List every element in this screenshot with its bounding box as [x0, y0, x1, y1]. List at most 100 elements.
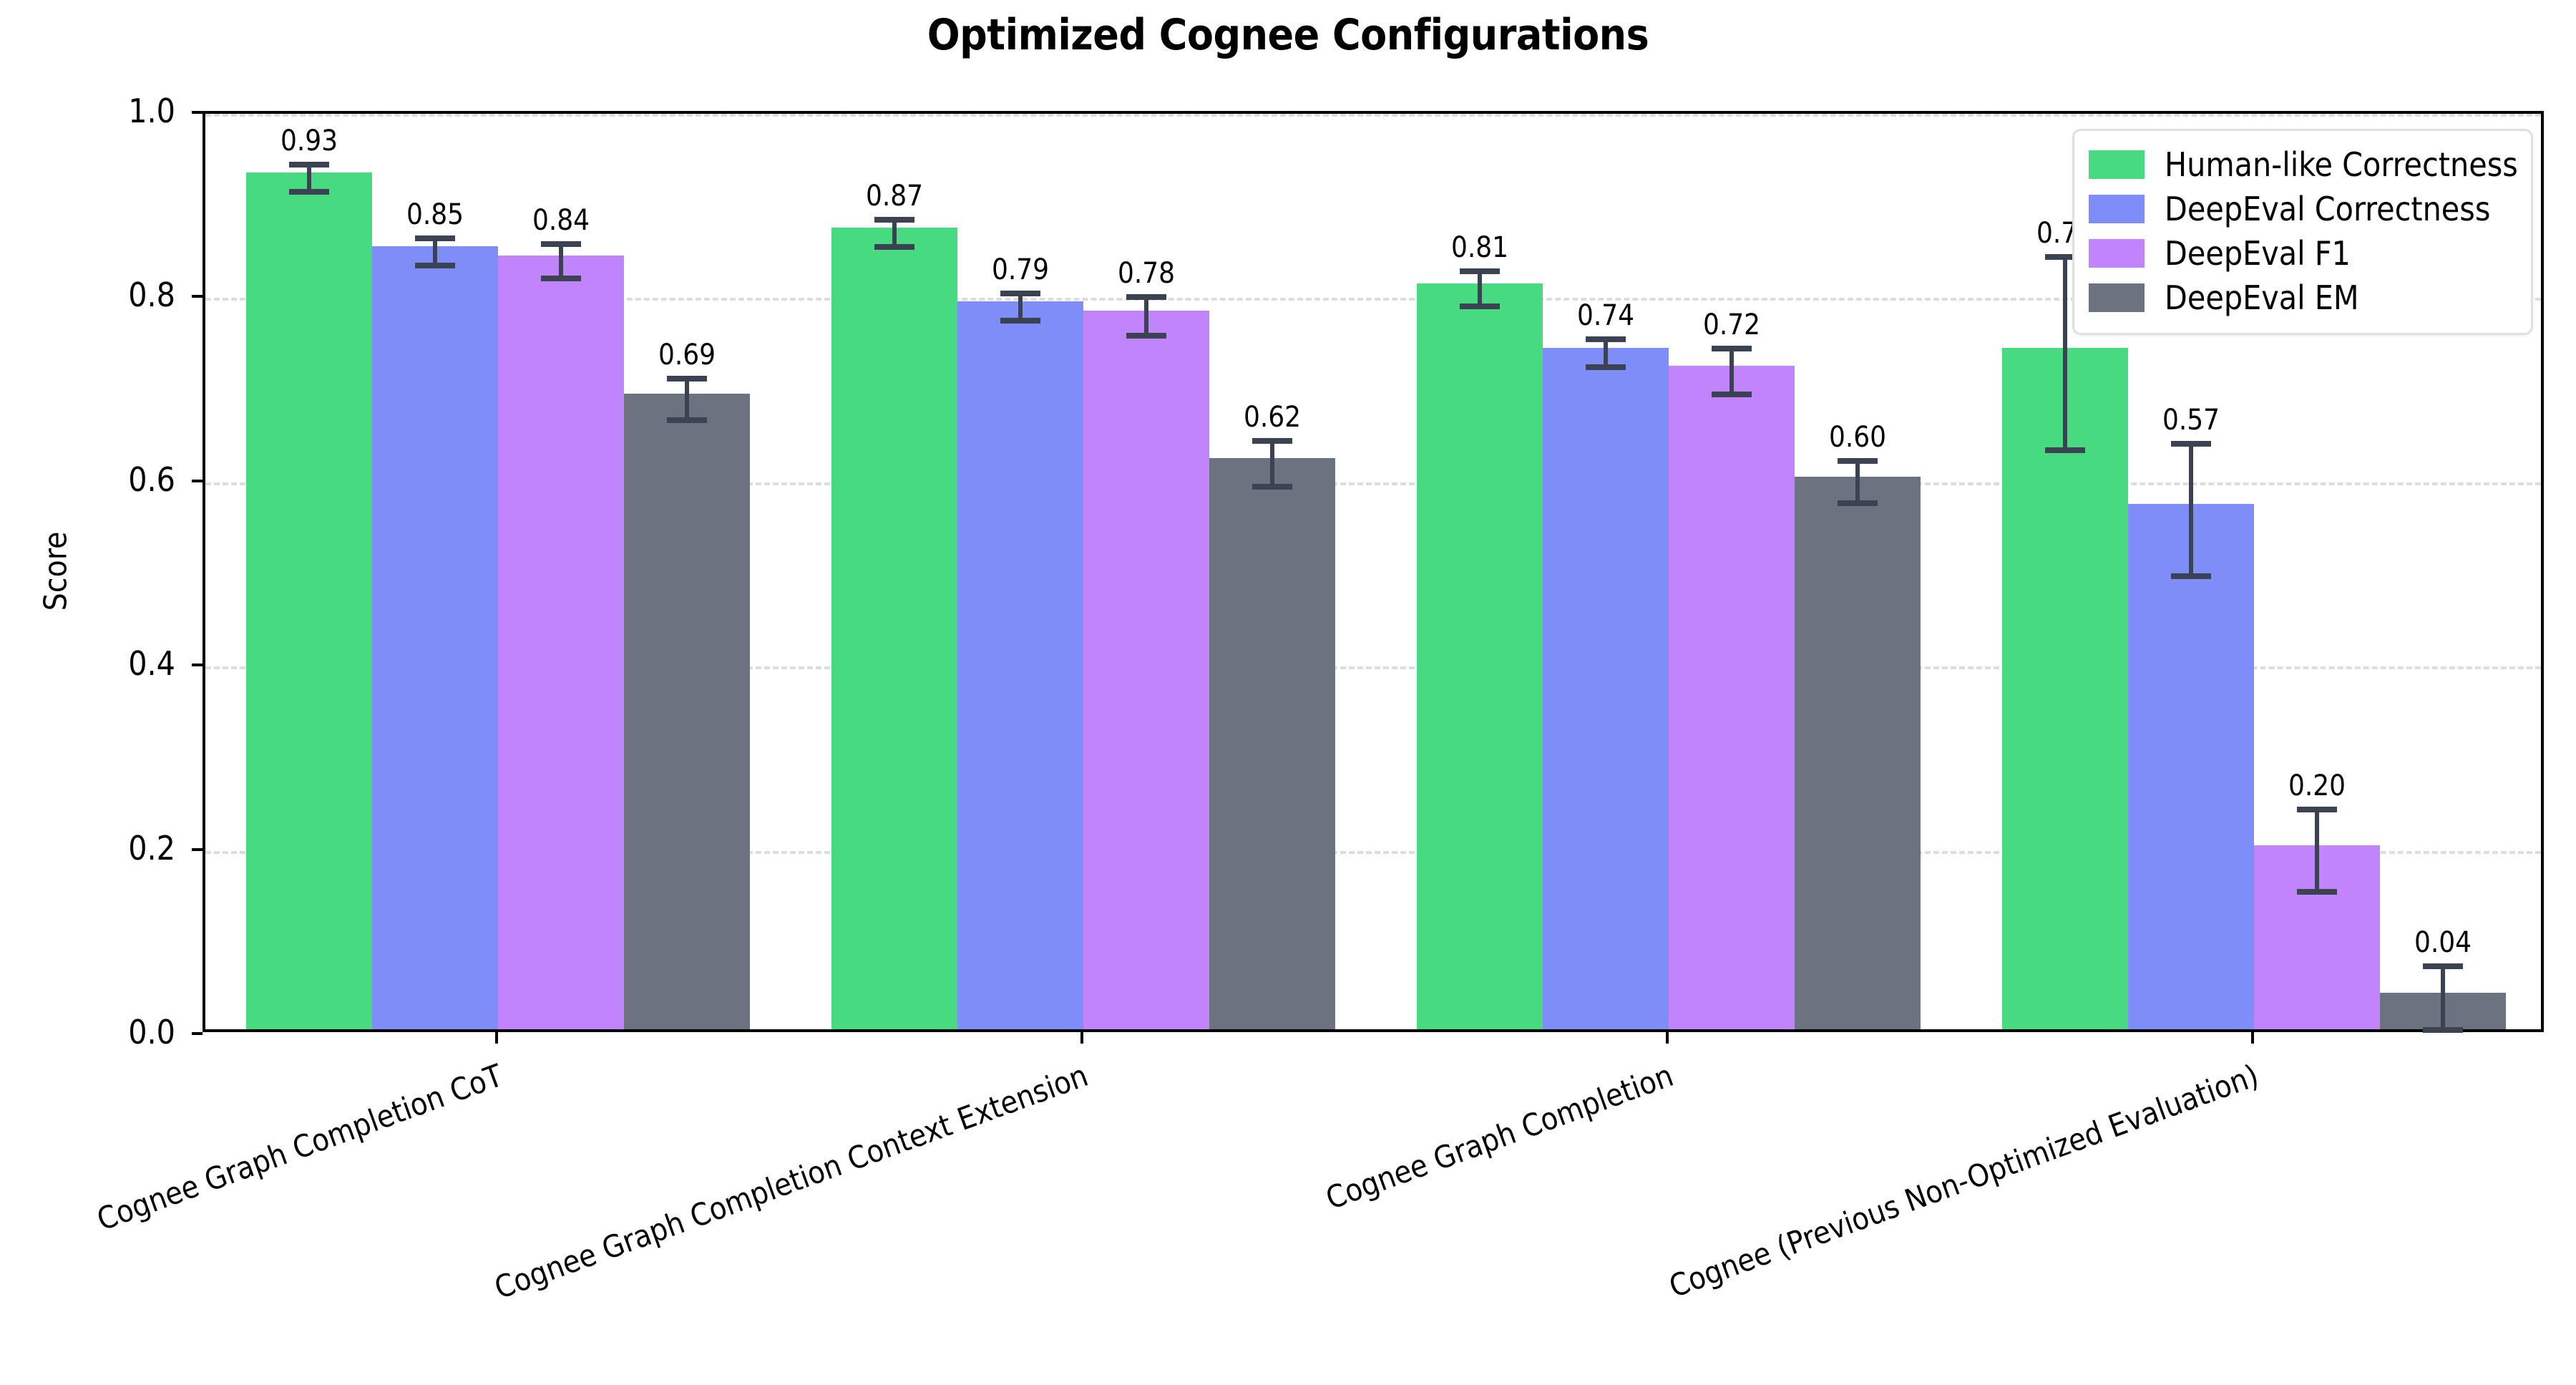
legend-item-label: DeepEval F1: [2165, 234, 2351, 273]
error-bar-cap-bottom: [1586, 364, 1626, 370]
legend-item-label: DeepEval Correctness: [2165, 190, 2491, 228]
error-bar-line: [1478, 268, 1482, 309]
x-tick-mark: [2251, 1032, 2254, 1044]
error-bar-cap-top: [289, 161, 329, 167]
legend-item[interactable]: Human-like Correctness: [2089, 142, 2518, 187]
bar[interactable]: [624, 393, 750, 1029]
error-bar-cap-bottom: [2423, 1027, 2463, 1034]
y-axis-tick-labels: 0.0 0.2 0.4 0.6 0.8 1.0: [0, 0, 203, 1288]
bar[interactable]: [498, 255, 624, 1029]
error-bar-cap-top: [2045, 253, 2085, 260]
error-bar-cap-bottom: [874, 244, 914, 251]
gridline: [205, 666, 2541, 670]
legend-item-label: Human-like Correctness: [2165, 145, 2518, 184]
plot-inner: 0.93 0.85 0.84 0.69 0.87 0.79 0.78 0.62 0.81 0.74…: [205, 114, 2541, 1034]
error-bar-cap-bottom: [667, 417, 707, 424]
error-bar-line: [307, 161, 311, 195]
gridline: [205, 482, 2541, 485]
y-tick-label: 0.4: [128, 644, 175, 684]
bar[interactable]: [1669, 366, 1795, 1029]
error-bar-line: [1729, 346, 1734, 398]
bar[interactable]: [957, 301, 1083, 1029]
error-bar-line: [2063, 253, 2067, 453]
error-bar-cap-top: [415, 235, 455, 241]
error-bar-line: [2441, 963, 2445, 1034]
legend-swatch-icon: [2089, 195, 2145, 223]
bar[interactable]: [372, 246, 498, 1029]
error-bar-cap-bottom: [1000, 318, 1040, 324]
bar-value-label: 0.69: [658, 338, 716, 371]
legend-item[interactable]: DeepEval F1: [2089, 231, 2517, 276]
error-bar-cap-bottom: [2045, 447, 2085, 453]
bar[interactable]: [1543, 347, 1669, 1029]
error-bar-line: [559, 240, 563, 282]
bar[interactable]: [1795, 476, 1921, 1029]
bar[interactable]: [246, 172, 372, 1029]
y-tick-label: 1.0: [128, 92, 175, 130]
y-tick-mark: [192, 111, 203, 114]
bar-value-label: 0.81: [1450, 231, 1509, 265]
error-bar-cap-bottom: [1460, 303, 1500, 309]
bar[interactable]: [1417, 283, 1543, 1029]
bar-value-label: 0.04: [2414, 925, 2472, 959]
bar[interactable]: [2128, 504, 2254, 1029]
error-bar-cap-bottom: [2297, 889, 2337, 895]
bar-value-label: 0.72: [1702, 308, 1761, 342]
error-bar-cap-top: [2423, 963, 2463, 969]
error-bar-line: [1270, 438, 1274, 490]
error-bar-line: [433, 235, 437, 269]
y-tick-label: 0.8: [128, 276, 175, 315]
chart-legend[interactable]: Human-like Correctness DeepEval Correctne…: [2072, 129, 2533, 335]
error-bar-cap-bottom: [1838, 500, 1878, 507]
error-bar-cap-top: [667, 375, 707, 382]
bar-value-label: 0.84: [532, 203, 590, 237]
x-tick-mark: [1080, 1032, 1083, 1044]
error-bar-cap-top: [1712, 346, 1752, 352]
legend-item[interactable]: DeepEval EM: [2089, 276, 2517, 320]
error-bar-cap-top: [1126, 294, 1166, 301]
bar[interactable]: [831, 228, 957, 1029]
x-tick-mark: [1666, 1032, 1669, 1044]
bar-value-label: 0.62: [1243, 401, 1302, 434]
error-bar-line: [2315, 806, 2319, 895]
bar-value-label: 0.57: [2162, 403, 2220, 437]
error-bar-cap-top: [1252, 438, 1292, 444]
gridline: [205, 298, 2541, 301]
error-bar-line: [1855, 458, 1860, 507]
figure-canvas: Optimized Cognee Configurations 0.0 0.2 0.…: [0, 0, 2544, 1306]
error-bar-cap-bottom: [415, 263, 455, 269]
error-bar-line: [685, 375, 689, 424]
error-bar-line: [1604, 336, 1608, 370]
error-bar-cap-top: [874, 217, 914, 223]
legend-item-label: DeepEval EM: [2165, 278, 2359, 317]
error-bar-cap-bottom: [541, 276, 581, 282]
gridline: [205, 850, 2541, 854]
error-bar-cap-bottom: [1252, 484, 1292, 490]
bar-value-label: 0.74: [1576, 299, 1635, 333]
error-bar-cap-top: [2171, 440, 2211, 447]
error-bar-cap-top: [1460, 268, 1500, 275]
error-bar-cap-top: [1000, 291, 1040, 297]
bar[interactable]: [2002, 347, 2128, 1029]
error-bar-cap-top: [2297, 806, 2337, 812]
error-bar-cap-bottom: [1126, 333, 1166, 339]
y-axis-ticks: [0, 0, 203, 1288]
bar[interactable]: [1083, 311, 1209, 1029]
legend-item[interactable]: DeepEval Correctness: [2089, 187, 2517, 231]
page-title: Optimized Cognee Configurations: [927, 10, 1649, 60]
legend-swatch-icon: [2089, 283, 2145, 312]
y-tick-mark: [192, 1032, 203, 1035]
bar-value-label: 0.85: [406, 198, 464, 231]
error-bar-cap-bottom: [1712, 392, 1752, 398]
y-tick-label: 0.2: [128, 828, 175, 868]
y-tick-label: 0.6: [128, 460, 175, 499]
bar-value-label: 0.78: [1117, 257, 1176, 291]
error-bar-line: [2189, 440, 2193, 579]
bar[interactable]: [1209, 458, 1335, 1029]
y-tick-mark: [192, 847, 203, 851]
y-tick-label: 0.0: [128, 1013, 175, 1051]
error-bar-line: [892, 217, 897, 251]
y-axis-label: Score: [37, 531, 74, 611]
bar-value-label: 0.79: [991, 253, 1050, 287]
error-bar-line: [1144, 294, 1148, 339]
